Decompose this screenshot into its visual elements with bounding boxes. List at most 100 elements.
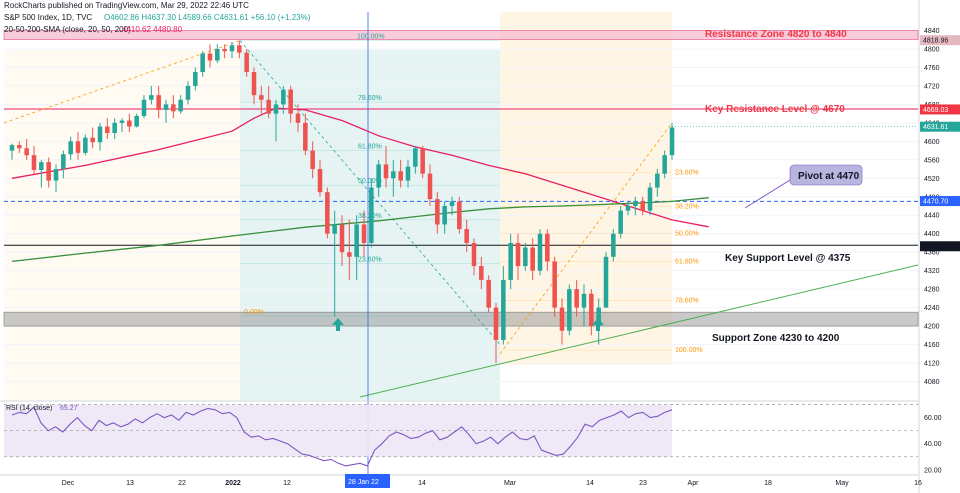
support-trendline (359, 264, 919, 398)
candle-body-45 (339, 224, 345, 253)
candle-body-79 (589, 293, 594, 327)
candle-22 (171, 95, 176, 119)
candle-84 (625, 201, 631, 216)
badge-pivot: 4470.70 (923, 199, 948, 206)
rsi-tick-0: 20.00 (924, 467, 942, 474)
candle-25 (193, 67, 198, 91)
header-line1: RockCharts published on TradingView.com,… (4, 1, 249, 10)
candle-body-43 (325, 192, 330, 234)
candle-82 (611, 229, 616, 262)
candle-16 (127, 113, 132, 133)
pivot-box[interactable] (789, 164, 863, 186)
candle-body-12 (97, 126, 103, 143)
fib-right-label-1: 38.20% (675, 203, 699, 210)
price-tick-18: 4800 (924, 46, 940, 53)
rsi-value: 65.27 (60, 405, 78, 412)
candle-62 (464, 219, 469, 253)
candle-52 (391, 159, 396, 197)
candle-34 (259, 85, 264, 114)
candle-2 (24, 139, 29, 160)
candle-body-30 (229, 45, 235, 52)
candle-body-44 (332, 224, 337, 234)
candle-body-62 (464, 229, 469, 243)
candle-27 (207, 44, 213, 68)
candle-body-19 (149, 95, 154, 100)
candle-body-5 (46, 162, 51, 181)
annotation-resistance-zone: Resistance Zone 4820 to 4840 (705, 29, 847, 40)
time-tick-6: 14 (418, 480, 426, 487)
candle-39 (295, 104, 301, 133)
time-tick-10: Apr (688, 480, 700, 487)
bounce-arrow-1 (592, 318, 604, 331)
time-tick-4: 12 (283, 480, 291, 487)
rsi-label: RSI (14, close) (6, 405, 52, 412)
candle-12 (97, 122, 103, 151)
candle-body-67 (501, 279, 506, 340)
rsi-tick-1: 40.00 (924, 441, 942, 448)
badge-key-resistance: 4669.03 (923, 107, 948, 114)
candle-body-60 (449, 201, 455, 206)
candle-body-77 (574, 289, 579, 308)
candle-9 (75, 132, 81, 160)
candle-21 (163, 99, 169, 123)
price-tick-12: 4560 (924, 157, 940, 164)
candle-23 (178, 95, 183, 114)
candle-body-9 (75, 141, 81, 153)
candle-body-7 (61, 154, 66, 170)
time-tick-13: 16 (914, 480, 922, 487)
badge-key-resistance-bg (920, 104, 960, 115)
candle-body-1 (17, 145, 22, 149)
candle-61 (457, 196, 462, 234)
candle-11 (90, 127, 95, 149)
candle-68 (508, 233, 513, 290)
sma-50-line (11, 107, 709, 228)
bounce-arrow-0 (332, 318, 344, 331)
candle-body-75 (559, 307, 565, 331)
candle-body-38 (288, 89, 293, 114)
candle-90 (669, 122, 675, 160)
candle-42 (317, 159, 323, 197)
candle-32 (244, 48, 249, 77)
candle-body-36 (273, 104, 279, 114)
price-tick-8: 4400 (924, 231, 940, 238)
candle-63 (471, 238, 477, 276)
header-symbol: S&P 500 Index, 1D, TVC (4, 13, 92, 22)
candle-88 (655, 169, 660, 197)
fib-left-label-0: 100.00% (357, 34, 385, 41)
candle-71 (530, 238, 535, 280)
candle-body-64 (479, 266, 484, 280)
candle-body-87 (647, 187, 653, 211)
candle-31 (237, 40, 242, 59)
candle-body-90 (669, 127, 675, 156)
rsi-line (11, 406, 673, 467)
badge-resistance-zone: 4818.96 (923, 38, 948, 45)
candle-7 (61, 150, 66, 179)
header-ohlc: O4602.86 H4637.30 L4589.66 C4631.61 +56.… (104, 13, 311, 22)
fib-left-label-5: 23.60% (358, 257, 382, 264)
candle-body-34 (259, 95, 264, 100)
time-tick-8: 14 (586, 480, 594, 487)
candle-body-29 (222, 48, 227, 52)
candle-83 (618, 206, 623, 239)
badge-pivot-bg (920, 196, 960, 207)
candle-body-3 (31, 155, 37, 170)
candle-body-86 (640, 201, 645, 211)
candle-body-83 (618, 210, 623, 234)
candle-body-54 (405, 166, 411, 181)
candle-29 (222, 44, 227, 59)
candle-50 (376, 159, 381, 197)
resistance-zone-band (3, 30, 919, 41)
candle-body-24 (185, 85, 191, 100)
candle-85 (633, 196, 638, 216)
candle-26 (200, 51, 205, 77)
fib-left-label-6: 0.00% (244, 309, 264, 316)
fib-right-label-3: 61.80% (675, 258, 699, 265)
header-sma-values: 4410.62 4480.80 (122, 25, 183, 34)
candle-body-28 (215, 48, 220, 61)
candle-body-32 (244, 52, 249, 73)
candle-body-80 (596, 307, 601, 327)
time-tick-7: Mar (504, 480, 517, 487)
candle-body-0 (9, 145, 15, 151)
annotation-key-resistance: Key Resistance Level @ 4670 (705, 104, 845, 115)
